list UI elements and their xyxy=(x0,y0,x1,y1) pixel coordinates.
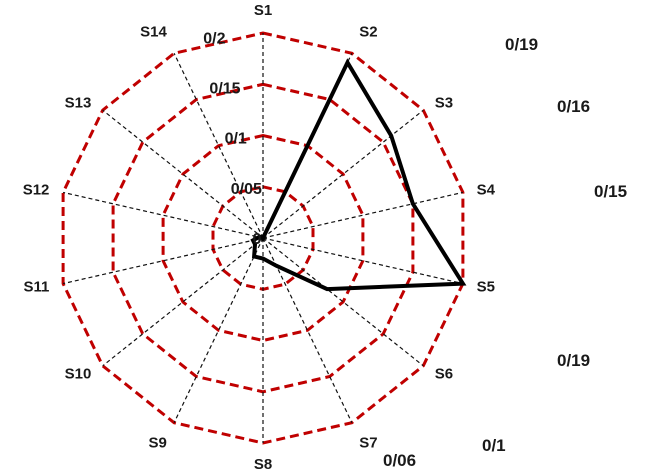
category-label-s10: S10 xyxy=(65,365,92,382)
spoke-s9 xyxy=(173,237,264,423)
category-label-s13: S13 xyxy=(65,95,92,112)
annotation-5: 0/1 xyxy=(482,436,506,455)
category-labels: S1 S2 S3 S4 S5 S6 S7 S8 S9 S10 S11 S12 S13 S14 xyxy=(23,2,496,470)
category-label-s3: S3 xyxy=(435,95,453,112)
tick-label-3: 0/15 xyxy=(209,81,240,98)
annotation-3: 0/15 xyxy=(594,182,627,201)
spoke-s3 xyxy=(262,109,424,239)
spoke-s13 xyxy=(102,109,264,239)
spoke-s11 xyxy=(62,237,264,285)
data-point-s11 xyxy=(251,238,255,242)
grid-ring-2 xyxy=(161,133,365,343)
data-point-s2 xyxy=(346,61,349,64)
annotation-2: 0/16 xyxy=(557,97,590,116)
spoke-s10 xyxy=(102,237,264,367)
annotation-1: 0/19 xyxy=(505,35,538,54)
category-label-s11: S11 xyxy=(24,278,50,295)
spoke-s5 xyxy=(262,237,464,285)
annotation-4: 0/19 xyxy=(557,351,590,370)
category-label-s5: S5 xyxy=(477,278,495,295)
data-point-s10 xyxy=(253,242,257,246)
spoke-s14 xyxy=(173,53,264,239)
spoke-s4 xyxy=(262,191,464,239)
spoke-s6 xyxy=(262,237,424,367)
series-line xyxy=(250,58,467,292)
grid-ring-3 xyxy=(111,82,415,394)
category-label-s4: S4 xyxy=(477,182,496,199)
tick-label-2: 0/1 xyxy=(225,131,247,148)
spoke-s7 xyxy=(262,237,353,423)
category-label-s1: S1 xyxy=(254,2,272,19)
category-label-s7: S7 xyxy=(359,435,377,452)
data-point-s5 xyxy=(461,282,465,286)
tick-label-4: 0/2 xyxy=(203,31,225,48)
tick-labels: 0 0/05 0/1 0/15 0/2 xyxy=(203,31,262,249)
data-point-s12 xyxy=(257,235,261,239)
tick-label-0: 0 xyxy=(253,231,262,248)
annotation-6: 0/06 xyxy=(383,451,416,470)
category-label-s8: S8 xyxy=(254,456,272,470)
data-point-s14 xyxy=(261,235,265,239)
category-label-s6: S6 xyxy=(435,365,453,382)
data-point-s6 xyxy=(325,287,329,291)
annotations: 0/19 0/16 0/15 0/19 0/1 0/06 xyxy=(383,35,627,470)
data-point-s3 xyxy=(389,134,393,138)
category-label-s2: S2 xyxy=(359,24,377,41)
series-layer xyxy=(250,58,467,292)
data-point-s7 xyxy=(274,264,278,268)
data-point-s4 xyxy=(411,202,415,206)
category-label-s9: S9 xyxy=(148,435,166,452)
data-point-s9 xyxy=(252,255,256,258)
data-point-s8 xyxy=(261,257,265,260)
tick-label-1: 0/05 xyxy=(231,181,262,198)
spoke-s12 xyxy=(62,191,264,239)
category-label-s14: S14 xyxy=(140,24,167,41)
category-label-s12: S12 xyxy=(23,182,50,199)
